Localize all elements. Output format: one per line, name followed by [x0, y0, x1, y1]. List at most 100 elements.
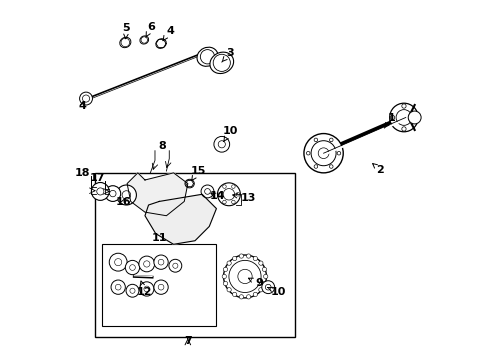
Circle shape [97, 188, 104, 195]
Circle shape [408, 111, 421, 124]
Circle shape [115, 284, 121, 290]
Ellipse shape [120, 37, 131, 48]
Circle shape [262, 281, 275, 294]
Circle shape [264, 274, 268, 279]
Text: 1: 1 [384, 113, 395, 128]
Circle shape [402, 127, 406, 131]
Ellipse shape [210, 52, 234, 73]
Circle shape [200, 50, 215, 64]
Ellipse shape [185, 179, 194, 188]
Circle shape [109, 253, 127, 271]
Circle shape [218, 183, 241, 206]
Circle shape [246, 295, 251, 299]
Circle shape [329, 138, 333, 142]
Circle shape [141, 37, 147, 43]
Circle shape [115, 258, 122, 266]
Text: 2: 2 [372, 163, 384, 175]
Circle shape [92, 183, 109, 201]
Circle shape [311, 141, 336, 166]
Circle shape [223, 267, 228, 271]
Circle shape [122, 191, 131, 199]
Circle shape [125, 260, 140, 275]
Circle shape [140, 282, 154, 296]
Text: 3: 3 [222, 48, 234, 62]
Text: 14: 14 [209, 191, 225, 201]
Circle shape [314, 138, 318, 142]
Circle shape [214, 136, 230, 152]
Circle shape [218, 193, 222, 196]
Circle shape [130, 265, 135, 270]
Circle shape [259, 261, 263, 265]
Circle shape [236, 193, 240, 196]
Circle shape [232, 200, 235, 204]
Circle shape [238, 269, 252, 284]
Circle shape [121, 38, 130, 47]
Bar [102, 244, 217, 327]
Circle shape [266, 284, 271, 290]
Circle shape [126, 284, 139, 297]
Circle shape [154, 255, 168, 269]
Circle shape [390, 103, 418, 132]
Circle shape [222, 200, 226, 204]
Circle shape [314, 165, 318, 168]
Text: 13: 13 [233, 193, 256, 203]
Ellipse shape [140, 36, 148, 44]
Circle shape [239, 295, 244, 299]
Circle shape [246, 254, 251, 258]
Circle shape [205, 189, 210, 194]
Circle shape [223, 255, 267, 298]
Circle shape [144, 261, 150, 267]
Text: 12: 12 [137, 281, 152, 297]
Polygon shape [127, 173, 188, 216]
Circle shape [227, 261, 231, 265]
Circle shape [232, 256, 237, 261]
Text: 7: 7 [184, 336, 192, 346]
Text: 4: 4 [163, 26, 174, 41]
Circle shape [396, 110, 412, 125]
Circle shape [262, 267, 267, 271]
Circle shape [306, 152, 310, 155]
Circle shape [105, 186, 121, 202]
Text: 8: 8 [158, 140, 166, 150]
Text: 5: 5 [122, 23, 130, 39]
Bar [95, 173, 295, 337]
Circle shape [222, 274, 226, 279]
Circle shape [337, 152, 341, 155]
Circle shape [253, 292, 258, 297]
Circle shape [218, 141, 225, 148]
Circle shape [253, 256, 258, 261]
Circle shape [130, 288, 135, 293]
Circle shape [329, 165, 333, 168]
Circle shape [304, 134, 343, 173]
Circle shape [229, 260, 261, 293]
Circle shape [82, 95, 90, 102]
Circle shape [111, 280, 125, 294]
Circle shape [413, 115, 417, 120]
Circle shape [318, 148, 329, 158]
Circle shape [213, 54, 230, 71]
Circle shape [173, 263, 178, 268]
Circle shape [402, 104, 406, 108]
Text: 10: 10 [268, 287, 286, 297]
Text: 10: 10 [223, 126, 238, 141]
Circle shape [227, 288, 231, 292]
Text: 16: 16 [116, 197, 131, 207]
Circle shape [259, 288, 263, 292]
Text: 17: 17 [90, 173, 105, 183]
Ellipse shape [156, 39, 166, 48]
Circle shape [232, 292, 237, 297]
Circle shape [79, 92, 93, 105]
Polygon shape [145, 194, 217, 244]
Circle shape [144, 286, 149, 292]
Circle shape [110, 190, 116, 197]
Circle shape [223, 282, 228, 286]
Circle shape [239, 254, 244, 258]
Circle shape [154, 280, 168, 294]
Circle shape [169, 259, 182, 272]
Circle shape [222, 185, 226, 188]
Text: 9: 9 [248, 278, 263, 288]
Circle shape [232, 185, 235, 188]
Text: 6: 6 [146, 22, 155, 37]
Text: 18: 18 [75, 168, 91, 178]
Circle shape [117, 185, 136, 205]
